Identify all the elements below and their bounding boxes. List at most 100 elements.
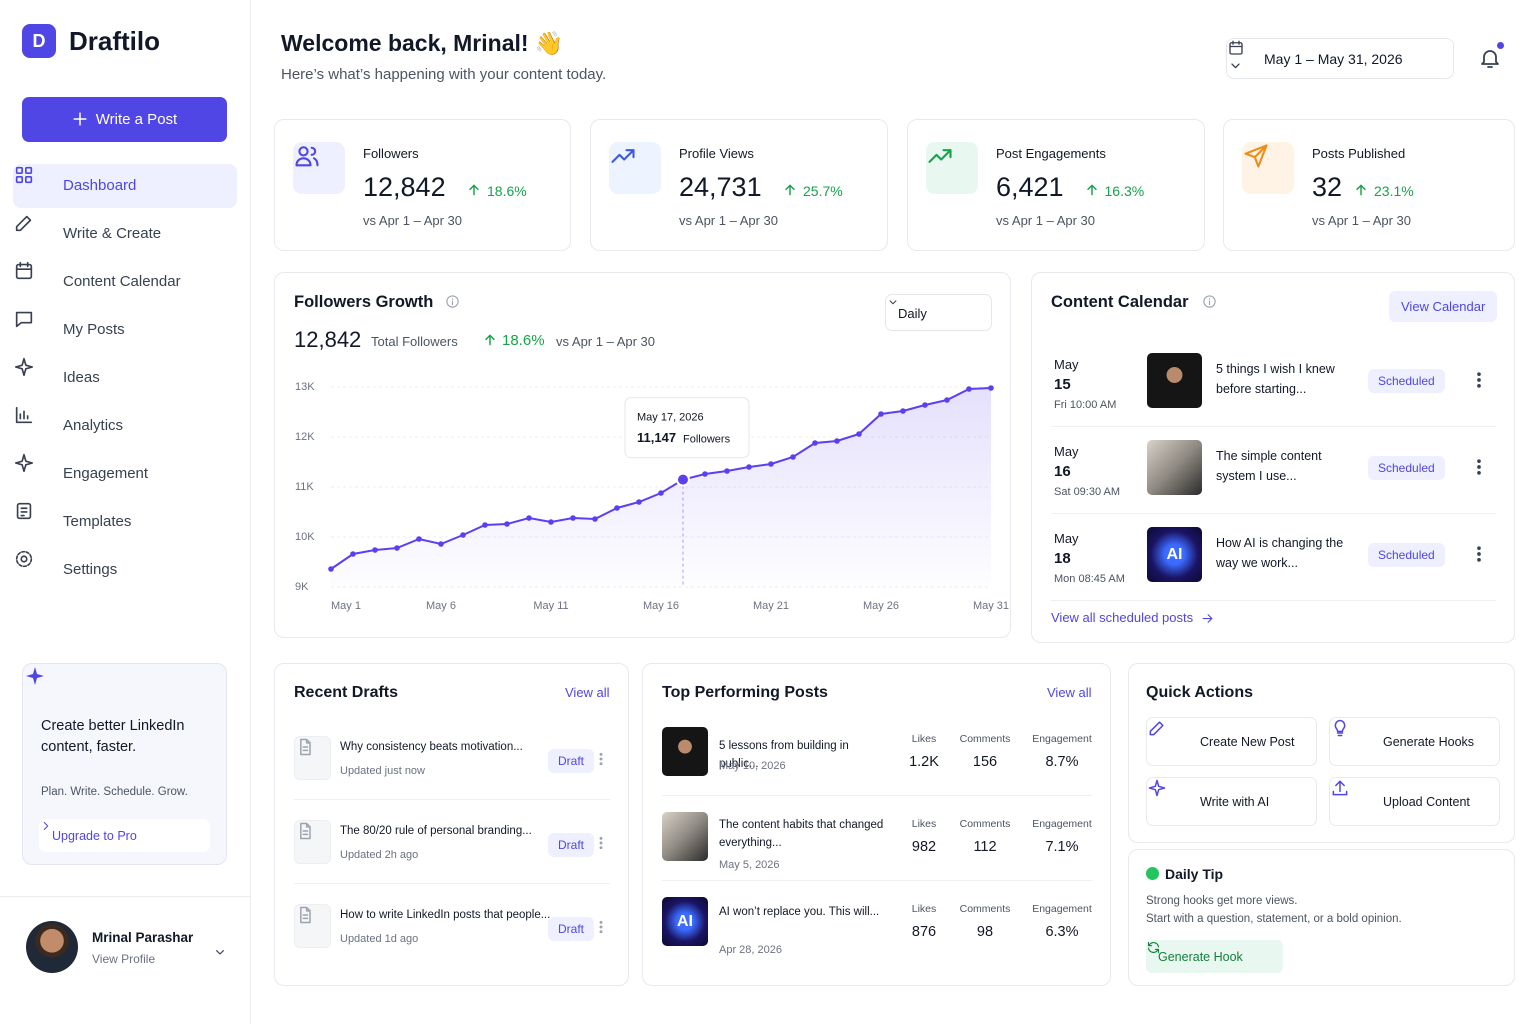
icon: [39, 819, 53, 833]
icon: [466, 182, 482, 198]
write-button[interactable]: Write a Post: [22, 97, 227, 142]
metric-value: 8.7%: [1045, 754, 1079, 770]
nav-item[interactable]: Content Calendar: [13, 260, 237, 304]
metric-label: Engagement: [1032, 733, 1092, 745]
point: [900, 408, 906, 414]
icon: [293, 142, 321, 170]
quick-action-button[interactable]: Write with AI: [1146, 777, 1317, 826]
icon: [13, 500, 35, 522]
nav-item[interactable]: Dashboard: [13, 164, 237, 208]
icon: [1330, 778, 1350, 798]
cal-status: Scheduled: [1368, 369, 1445, 393]
icon-part: [599, 752, 603, 766]
brand-name: Draftilo: [69, 26, 160, 56]
point: [350, 551, 356, 557]
cal-time: Fri 10:00 AM: [1054, 399, 1117, 411]
cal-post-title: How AI is changing the way we work...: [1216, 536, 1344, 570]
bell-button[interactable]: [1478, 46, 1502, 70]
top-post-title: The content habits that changed everythi…: [719, 819, 884, 849]
icon-part: [15, 176, 23, 184]
icon-part: [300, 738, 311, 756]
point: [416, 536, 422, 542]
quick-actions-card: Quick Actions Create New Post Generate Hoo…: [1128, 663, 1515, 843]
granularity-select[interactable]: Daily: [885, 294, 992, 331]
point: [328, 566, 334, 572]
upgrade-button[interactable]: Upgrade to Pro: [39, 819, 210, 852]
icon-part: [446, 295, 459, 308]
point: [922, 402, 928, 408]
icon-part: [15, 166, 33, 184]
y-tick-label: 9K: [295, 581, 309, 593]
top-post-divider: [662, 880, 1092, 881]
quick-action-button[interactable]: Create New Post: [1146, 717, 1317, 766]
drafts-action[interactable]: View all: [565, 685, 610, 700]
stat-card: Profile Views 24,731 25.7% vs Apr 1 – Apr 3…: [590, 119, 888, 251]
nav-item[interactable]: Engagement: [13, 452, 237, 496]
quick-action-button[interactable]: Generate Hooks: [1329, 717, 1500, 766]
calendar-footer[interactable]: View all scheduled posts: [1051, 610, 1194, 625]
date-picker[interactable]: May 1 – May 31, 2026: [1226, 38, 1454, 79]
icon-part: [1147, 941, 1160, 954]
tip-button[interactable]: Generate Hook: [1146, 940, 1283, 973]
icon-part: [1477, 384, 1481, 388]
icon-part: [1477, 378, 1481, 382]
icon-part: [1244, 144, 1268, 168]
icon: [13, 548, 35, 570]
icon-part: [1477, 546, 1481, 550]
quick-action-button[interactable]: Upload Content: [1329, 777, 1500, 826]
icon-part: [599, 757, 603, 761]
icon: [13, 164, 35, 186]
point: [944, 397, 950, 403]
icon-part: [300, 906, 311, 924]
quick-action-label: Generate Hooks: [1383, 735, 1475, 749]
chart-title: Followers Growth: [294, 293, 434, 311]
cal-divider: [1051, 426, 1496, 427]
metric-label: Comments: [959, 818, 1011, 830]
drafts-card: Recent Drafts View all Why consistency bea…: [274, 663, 629, 986]
icon-part: [43, 821, 49, 831]
icon: [1469, 370, 1489, 390]
top-posts-action[interactable]: View all: [1047, 685, 1092, 700]
stat-value: 6,421: [996, 172, 1064, 202]
icon-part: [889, 300, 897, 305]
metric-value: 1.2K: [909, 754, 939, 770]
nav-item[interactable]: Ideas: [13, 356, 237, 400]
icon-part: [1149, 721, 1164, 736]
file-icon-box: [294, 736, 331, 780]
cal-month: May: [1054, 357, 1079, 372]
point: [482, 522, 488, 528]
calendar-action[interactable]: View Calendar: [1389, 291, 1498, 322]
icon-part: [599, 930, 603, 934]
nav-item[interactable]: Write & Create: [13, 212, 237, 256]
icon-part: [15, 215, 32, 232]
icon-part: [14, 453, 34, 473]
icon-part: [1356, 184, 1366, 196]
tooltip-box: [624, 397, 750, 459]
stat-label: Posts Published: [1312, 146, 1406, 161]
y-tick-label: 11K: [295, 481, 314, 493]
top-post-date: May 10, 2026: [719, 760, 786, 772]
icon: [295, 905, 315, 925]
metric-value: 156: [972, 754, 998, 770]
nav-item[interactable]: My Posts: [13, 308, 237, 352]
nav-label: Settings: [63, 561, 118, 578]
nav-item[interactable]: Settings: [13, 548, 237, 592]
thumbnail: AI: [662, 897, 708, 946]
thumbnail: [1147, 440, 1202, 495]
icon-part: [599, 925, 603, 929]
draft-updated: Updated 2h ago: [340, 849, 419, 861]
icon-part: [485, 334, 495, 346]
icon-part: [1148, 779, 1166, 797]
nav-label: Engagement: [63, 465, 149, 482]
icon-part: [25, 176, 33, 184]
icon: [295, 737, 315, 757]
point: [548, 519, 554, 525]
icon-part: [1231, 63, 1240, 69]
top-post-divider: [662, 795, 1092, 796]
point: [878, 411, 884, 417]
point: [438, 541, 444, 547]
icon: [23, 664, 47, 688]
icon: [1146, 940, 1161, 955]
nav-item[interactable]: Templates: [13, 500, 237, 544]
nav-item[interactable]: Analytics: [13, 404, 237, 448]
